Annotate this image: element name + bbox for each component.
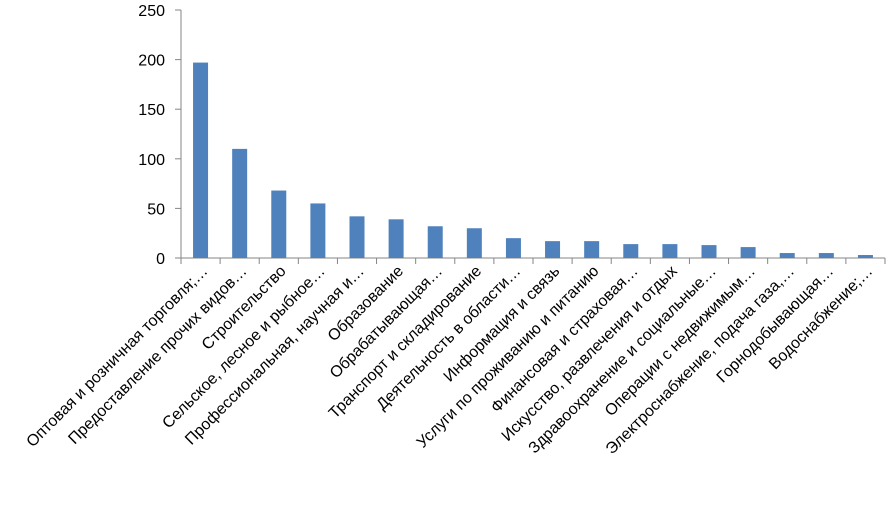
bar [271, 190, 287, 258]
bar [662, 244, 678, 258]
x-tick-label: Предоставление прочих видов… [65, 263, 250, 448]
bar [349, 216, 365, 258]
bar [193, 62, 209, 258]
y-tick-label: 100 [138, 152, 165, 169]
bar [701, 245, 717, 258]
bar [779, 253, 795, 258]
bar [545, 241, 561, 258]
bar [232, 148, 248, 258]
bar [466, 228, 482, 258]
y-tick-label: 250 [138, 3, 165, 20]
bar [310, 203, 326, 258]
y-tick-label: 200 [138, 53, 165, 70]
bar [427, 226, 443, 258]
x-tick-label: Оптовая и розничная торговля;… [24, 263, 212, 451]
bar [818, 253, 834, 258]
bar [505, 238, 521, 258]
y-tick-label: 50 [147, 201, 165, 218]
bar [740, 247, 756, 258]
bar [584, 241, 600, 258]
y-tick-label: 150 [138, 102, 165, 119]
bar [388, 219, 404, 258]
bar [623, 244, 639, 258]
bar [857, 255, 873, 258]
y-tick-label: 0 [156, 251, 165, 268]
